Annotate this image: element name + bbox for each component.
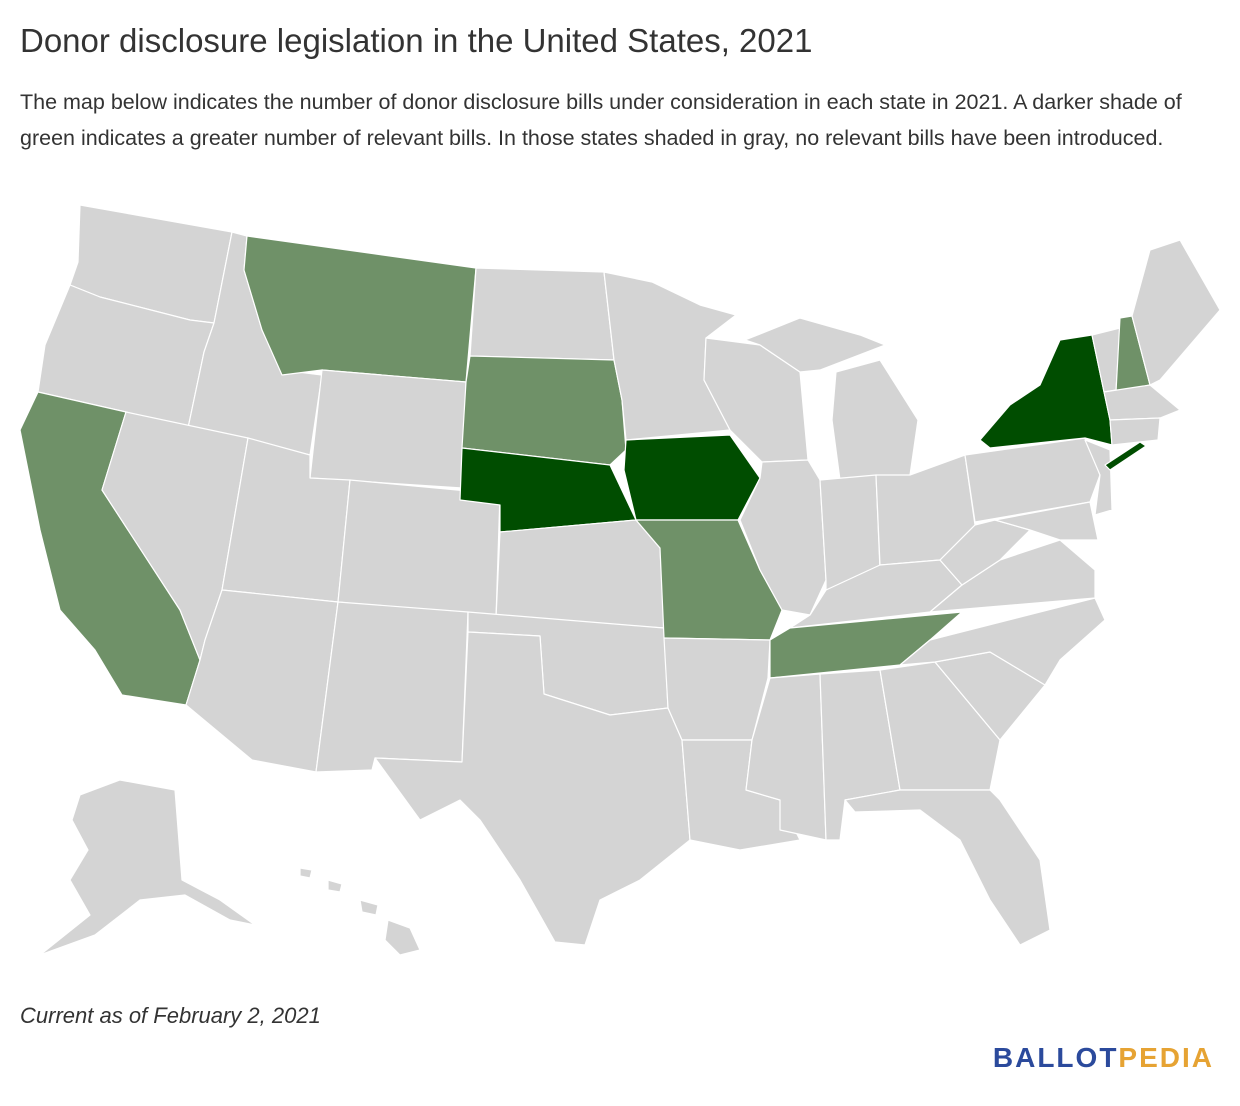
chart-subtitle: The map below indicates the number of do… <box>20 90 1182 150</box>
ballotpedia-logo: BALLOTPEDIA <box>993 1042 1214 1074</box>
state-hawaii-maui[interactable] <box>359 899 379 916</box>
logo-pedia: PEDIA <box>1118 1042 1214 1073</box>
state-illinois[interactable] <box>739 459 827 616</box>
state-connecticut[interactable] <box>1109 417 1161 446</box>
state-new-mexico[interactable] <box>315 601 469 773</box>
current-as-of-note: Current as of February 2, 2021 <box>20 1003 321 1028</box>
state-florida[interactable] <box>844 789 1051 946</box>
chart-title: Donor disclosure legislation in the Unit… <box>20 22 813 59</box>
state-michigan[interactable] <box>831 359 919 481</box>
state-new-york[interactable] <box>979 334 1113 449</box>
logo-ballot: BALLOT <box>992 1042 1119 1073</box>
state-texas[interactable] <box>374 631 691 946</box>
us-state-map <box>19 204 1221 956</box>
state-north-dakota[interactable] <box>469 267 615 361</box>
state-maine[interactable] <box>1131 239 1221 386</box>
state-iowa[interactable] <box>623 434 761 521</box>
state-maryland[interactable] <box>994 501 1099 541</box>
state-massachusetts[interactable] <box>1103 384 1181 421</box>
state-new-jersey[interactable] <box>1084 439 1113 516</box>
state-south-dakota[interactable] <box>461 355 627 466</box>
state-new-york-long-island[interactable] <box>1104 441 1147 471</box>
state-wyoming[interactable] <box>309 369 467 489</box>
state-michigan-upper[interactable] <box>744 317 886 373</box>
state-montana[interactable] <box>243 235 477 383</box>
state-hawaii-big[interactable] <box>384 919 421 956</box>
state-arkansas[interactable] <box>663 637 771 741</box>
state-hawaii-oahu[interactable] <box>327 879 343 893</box>
state-alaska[interactable] <box>39 779 256 956</box>
state-kansas[interactable] <box>495 519 665 629</box>
state-north-carolina[interactable] <box>899 597 1106 686</box>
state-pennsylvania[interactable] <box>964 437 1101 523</box>
state-missouri[interactable] <box>635 519 783 641</box>
state-hawaii-kauai[interactable] <box>299 867 313 879</box>
